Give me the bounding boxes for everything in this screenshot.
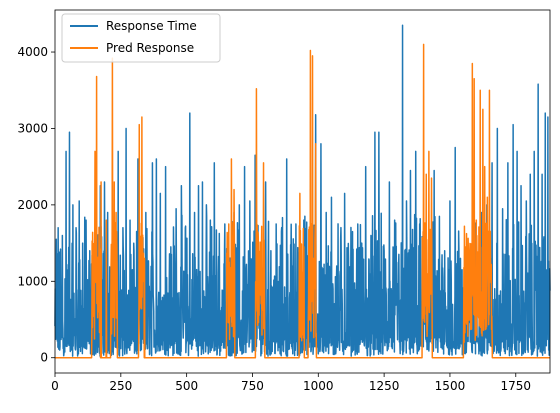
y-tick-label: 2000 [17,198,48,212]
y-tick-label: 4000 [17,45,48,59]
legend-box [61,13,221,63]
x-tick-label: 1250 [369,379,400,393]
series-pred-response [54,43,551,359]
x-tick-label: 0 [51,379,59,393]
plot-frame [54,9,551,374]
x-tick-label: 1000 [303,379,334,393]
x-tick-label: 1750 [500,379,531,393]
series-line-pred-response [54,43,551,359]
legend-label-pred-response: Pred Response [106,41,194,55]
x-tick-label: 250 [109,379,132,393]
x-tick-label: 500 [175,379,198,393]
y-tick-label: 1000 [17,274,48,288]
x-tick-label: 750 [241,379,264,393]
plot-area [54,24,551,359]
legend-label-response-time: Response Time [106,19,197,33]
y-axis: 0 1000 2000 3000 4000 [17,45,55,365]
y-tick-label: 0 [40,351,48,365]
y-tick-label: 3000 [17,121,48,135]
x-axis: 0 250 500 750 1000 1250 1500 1750 [51,373,531,393]
legend: Response Time Pred Response [61,13,221,63]
x-tick-label: 1500 [435,379,466,393]
